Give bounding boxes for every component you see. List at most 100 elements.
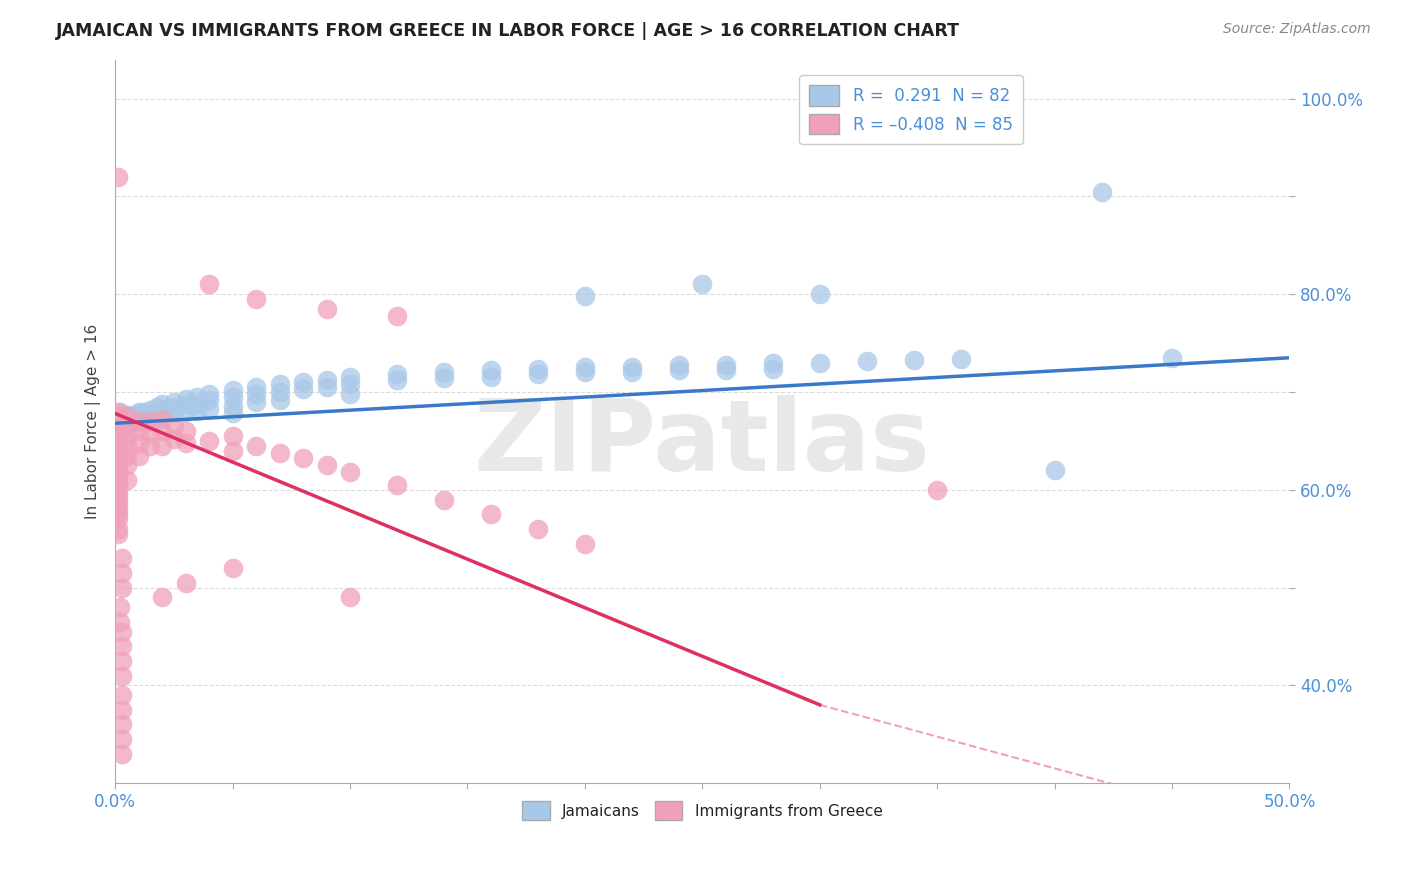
Point xyxy=(128,424,150,438)
Point xyxy=(186,390,208,404)
Point xyxy=(339,370,361,384)
Point xyxy=(221,399,243,413)
Point xyxy=(692,277,714,292)
Point xyxy=(527,361,550,376)
Point xyxy=(221,561,243,575)
Point xyxy=(527,522,550,536)
Point xyxy=(115,419,138,434)
Point xyxy=(174,575,197,590)
Point xyxy=(339,377,361,392)
Point xyxy=(111,668,134,682)
Point xyxy=(574,536,596,550)
Point xyxy=(114,421,136,435)
Point xyxy=(292,451,315,466)
Point xyxy=(269,445,291,459)
Point xyxy=(118,414,141,428)
Point xyxy=(107,492,129,507)
Point xyxy=(139,402,162,417)
Point xyxy=(186,397,208,411)
Point xyxy=(115,409,138,424)
Point xyxy=(128,449,150,463)
Point xyxy=(339,591,361,605)
Point xyxy=(128,435,150,450)
Point xyxy=(163,419,186,434)
Point xyxy=(111,551,134,566)
Point xyxy=(163,400,186,414)
Point xyxy=(269,392,291,407)
Point xyxy=(115,449,138,463)
Point xyxy=(163,407,186,421)
Point xyxy=(198,434,221,448)
Point xyxy=(150,424,173,438)
Point xyxy=(111,732,134,747)
Point xyxy=(174,397,197,411)
Point xyxy=(1043,463,1066,477)
Point xyxy=(107,412,129,426)
Point xyxy=(107,414,129,428)
Point xyxy=(107,483,129,497)
Point xyxy=(150,401,173,416)
Point xyxy=(111,624,134,639)
Point xyxy=(174,435,197,450)
Point xyxy=(111,717,134,731)
Point xyxy=(139,439,162,453)
Point xyxy=(668,363,690,377)
Point xyxy=(111,747,134,761)
Point xyxy=(111,639,134,653)
Text: ZIPatlas: ZIPatlas xyxy=(474,394,931,491)
Point xyxy=(150,397,173,411)
Point xyxy=(269,377,291,392)
Point xyxy=(114,415,136,429)
Point xyxy=(139,407,162,421)
Point xyxy=(385,373,408,387)
Point xyxy=(668,358,690,372)
Point xyxy=(107,409,129,424)
Point xyxy=(198,401,221,416)
Point xyxy=(150,412,173,426)
Point xyxy=(574,366,596,380)
Point xyxy=(221,443,243,458)
Point xyxy=(107,449,129,463)
Legend: Jamaicans, Immigrants from Greece: Jamaicans, Immigrants from Greece xyxy=(516,795,889,826)
Point xyxy=(115,417,138,431)
Point xyxy=(433,492,456,507)
Point xyxy=(108,417,131,431)
Point xyxy=(139,425,162,440)
Point xyxy=(111,414,134,428)
Point xyxy=(122,409,145,424)
Point xyxy=(186,403,208,417)
Point xyxy=(198,392,221,407)
Point xyxy=(174,392,197,406)
Point xyxy=(107,488,129,502)
Point xyxy=(245,292,267,306)
Point xyxy=(122,412,145,426)
Point xyxy=(949,351,972,366)
Point xyxy=(146,400,169,414)
Point xyxy=(132,404,155,418)
Point xyxy=(107,424,129,438)
Point xyxy=(927,483,949,497)
Text: JAMAICAN VS IMMIGRANTS FROM GREECE IN LABOR FORCE | AGE > 16 CORRELATION CHART: JAMAICAN VS IMMIGRANTS FROM GREECE IN LA… xyxy=(56,22,960,40)
Point xyxy=(108,600,131,615)
Point xyxy=(527,368,550,382)
Point xyxy=(174,424,197,438)
Point xyxy=(111,688,134,702)
Point xyxy=(114,409,136,424)
Point xyxy=(574,359,596,374)
Point xyxy=(385,478,408,492)
Point xyxy=(107,169,129,184)
Point xyxy=(163,394,186,409)
Point xyxy=(245,439,267,453)
Point xyxy=(128,407,150,421)
Point xyxy=(198,387,221,401)
Point xyxy=(433,366,456,380)
Point xyxy=(150,439,173,453)
Point xyxy=(115,429,138,443)
Point xyxy=(107,439,129,453)
Point xyxy=(174,404,197,418)
Y-axis label: In Labor Force | Age > 16: In Labor Force | Age > 16 xyxy=(86,324,101,519)
Point xyxy=(111,703,134,717)
Point xyxy=(108,615,131,629)
Point xyxy=(132,409,155,424)
Point xyxy=(107,526,129,541)
